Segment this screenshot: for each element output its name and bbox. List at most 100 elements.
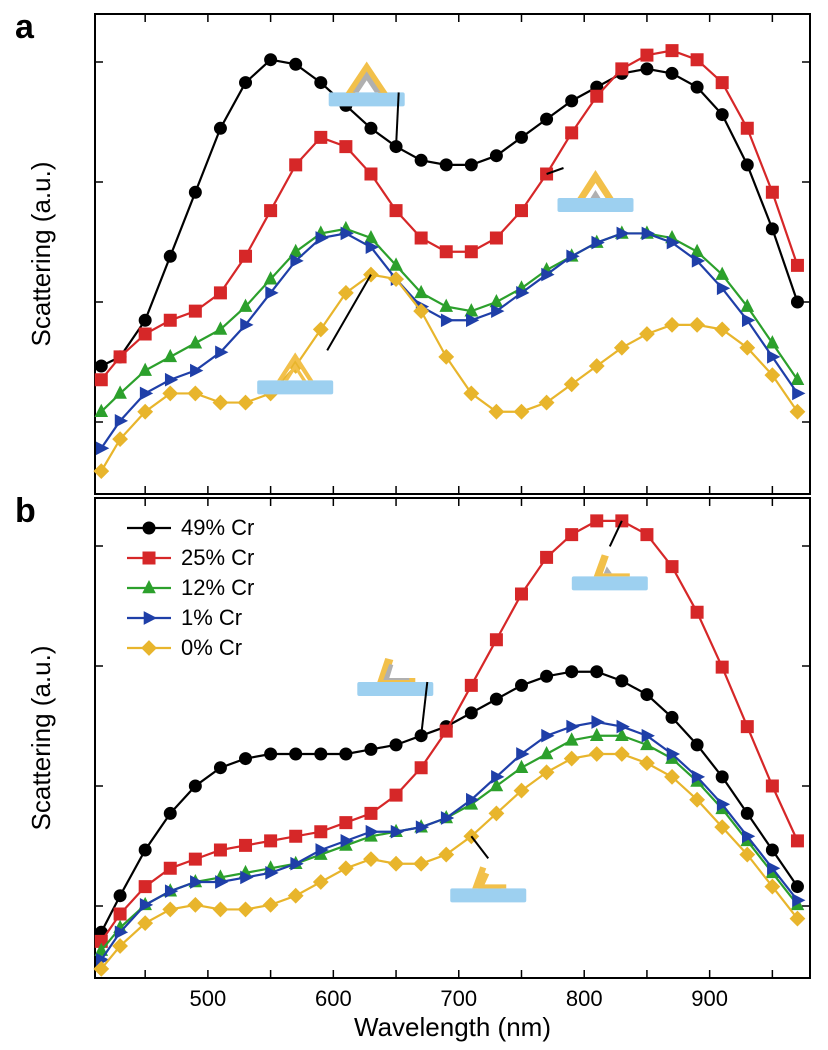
series-marker-cr25 [240,250,252,262]
series-marker-cr49 [641,689,653,701]
series-marker-cr01 [592,716,604,728]
series-marker-cr00 [339,286,353,300]
series-marker-cr00 [289,889,303,903]
series-marker-cr25 [465,246,477,258]
series-marker-cr49 [490,693,502,705]
series-marker-cr49 [390,739,402,751]
series-marker-cr25 [189,853,201,865]
series-marker-cr49 [114,890,126,902]
series-marker-cr01 [266,287,278,299]
series-marker-cr00 [94,464,108,478]
series-marker-cr25 [566,127,578,139]
series-marker-cr01 [742,314,754,326]
series-marker-cr25 [490,634,502,646]
series-marker-cr25 [340,141,352,153]
series-marker-cr25 [315,131,327,143]
series-marker-cr49 [515,131,527,143]
series-marker-cr49 [716,109,728,121]
series-marker-cr25 [164,862,176,874]
series-marker-cr25 [440,246,452,258]
inset-icon [572,554,648,590]
series-marker-cr01 [542,730,554,742]
series-marker-cr49 [315,748,327,760]
series-marker-cr49 [164,807,176,819]
series-marker-cr00 [464,386,478,400]
series-marker-cr00 [564,751,578,765]
series-marker-cr25 [741,721,753,733]
series-marker-cr49 [666,67,678,79]
series-marker-cr49 [741,159,753,171]
series-marker-cr49 [741,807,753,819]
y-axis-label: Scattering (a.u.) [26,162,56,347]
series-marker-cr49 [290,748,302,760]
series-marker-cr01 [717,282,729,294]
series-marker-cr49 [541,113,553,125]
series-marker-cr25 [315,826,327,838]
series-marker-cr25 [139,881,151,893]
series-marker-cr49 [214,762,226,774]
series-marker-cr00 [615,341,629,355]
series-marker-cr00 [439,350,453,364]
series-marker-cr49 [691,739,703,751]
series-marker-cr00 [439,847,453,861]
series-marker-cr49 [240,77,252,89]
series-marker-cr25 [440,725,452,737]
series-line-cr25 [101,51,797,380]
series-marker-cr25 [791,835,803,847]
series-marker-cr25 [415,762,427,774]
series-marker-cr00 [489,405,503,419]
series-marker-cr25 [741,122,753,134]
series-marker-cr49 [365,743,377,755]
series-marker-cr49 [189,186,201,198]
series-marker-cr49 [666,711,678,723]
series-marker-cr25 [290,830,302,842]
series-marker-cr00 [615,747,629,761]
series-marker-cr01 [241,319,253,331]
series-marker-cr00 [665,318,679,332]
series-marker-cr00 [364,852,378,866]
series-marker-cr25 [641,49,653,61]
series-marker-cr01 [768,351,780,363]
series-marker-cr49 [440,159,452,171]
y-axis-label: Scattering (a.u.) [26,646,56,831]
series-marker-cr25 [791,259,803,271]
series-marker-cr49 [515,679,527,691]
series-marker-cr49 [465,159,477,171]
series-marker-cr49 [616,675,628,687]
series-marker-cr00 [414,857,428,871]
series-marker-cr49 [265,748,277,760]
series-marker-cr25 [515,588,527,600]
legend-label: 0% Cr [181,635,242,660]
series-line-cr12 [101,736,797,951]
series-marker-cr00 [364,267,378,281]
series-marker-cr25 [766,780,778,792]
series-marker-cr00 [590,747,604,761]
series-marker-cr00 [213,902,227,916]
series-marker-cr25 [95,374,107,386]
series-marker-cr49 [214,122,226,134]
series-marker-cr49 [189,780,201,792]
series-marker-cr00 [188,386,202,400]
series-marker-cr49 [265,54,277,66]
series-marker-cr00 [163,386,177,400]
series-marker-cr49 [315,77,327,89]
inset-icon [450,866,526,902]
series-marker-cr25 [490,232,502,244]
series-marker-cr00 [314,875,328,889]
series-marker-cr49 [139,314,151,326]
series-marker-cr25 [415,232,427,244]
series-marker-cr00 [640,756,654,770]
series-marker-cr25 [164,314,176,326]
x-tick-label: 800 [566,986,603,1011]
series-marker-cr49 [716,771,728,783]
series-marker-cr25 [541,551,553,563]
x-tick-label: 700 [440,986,477,1011]
inset-icon [329,62,405,106]
series-marker-cr00 [564,377,578,391]
series-marker-cr49 [766,223,778,235]
series-marker-cr00 [590,359,604,373]
series-marker-cr00 [213,395,227,409]
x-tick-label: 900 [691,986,728,1011]
series-marker-cr25 [390,789,402,801]
series-marker-cr25 [591,90,603,102]
